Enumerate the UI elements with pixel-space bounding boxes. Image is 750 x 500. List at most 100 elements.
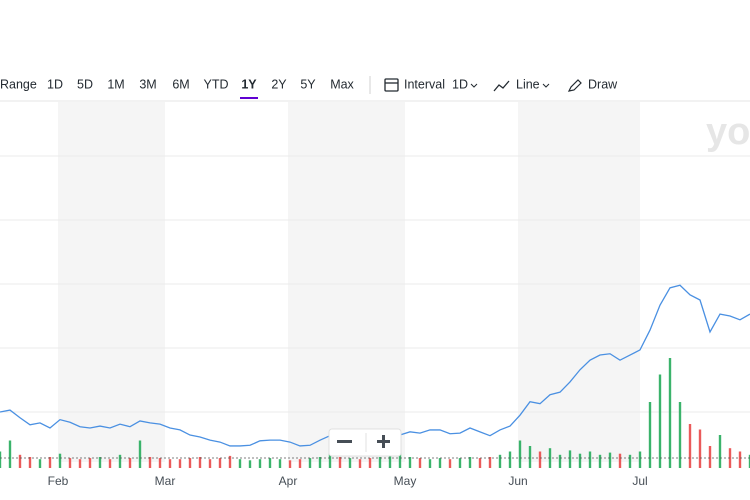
volume-bar (158, 458, 162, 468)
volume-bar (568, 450, 572, 468)
volume-bar (308, 458, 312, 468)
zoom-in[interactable] (377, 435, 390, 448)
volume-bar (388, 454, 392, 468)
volume-bar (668, 358, 672, 468)
month-band (288, 102, 405, 462)
x-tick-label: May (394, 474, 417, 488)
volume-bar (608, 452, 612, 468)
volume-bar (638, 451, 642, 468)
volume-bar (698, 429, 702, 468)
volume-bar (48, 457, 52, 468)
volume-bar (8, 440, 12, 468)
volume-bar (248, 460, 252, 468)
volume-bar (618, 453, 622, 468)
range-button[interactable]: 3M (139, 77, 156, 91)
volume-bar (688, 424, 692, 468)
volume-bar (438, 458, 442, 468)
range-button-selected[interactable]: 1Y (241, 77, 257, 91)
range-button[interactable]: 5Y (300, 77, 316, 91)
volume-bar (178, 459, 182, 468)
volume-bar (358, 459, 362, 468)
interval-button[interactable]: Interval (404, 77, 445, 91)
range-button[interactable]: 1M (107, 77, 124, 91)
volume-bar (708, 446, 712, 468)
volume-bar (38, 459, 42, 468)
volume-bar (368, 458, 372, 468)
volume-bar (198, 457, 202, 468)
selected-underline (240, 97, 258, 99)
volume-bar (378, 457, 382, 468)
zoom-out[interactable] (337, 440, 352, 443)
volume-bar (68, 458, 72, 468)
volume-bar (238, 459, 242, 468)
volume-bar (318, 457, 322, 468)
volume-bar (28, 457, 32, 468)
volume-bar (418, 458, 422, 468)
volume-bar (338, 457, 342, 468)
x-tick-label: Jul (632, 474, 647, 488)
range-button[interactable]: 5D (77, 77, 93, 91)
volume-bar (628, 454, 632, 468)
volume-bar (0, 451, 2, 468)
volume-bar (508, 451, 512, 468)
volume-bar (588, 451, 592, 468)
range-button[interactable]: Range (0, 77, 37, 91)
volume-bar (58, 453, 62, 468)
volume-bar (738, 451, 742, 468)
chevron (542, 83, 550, 88)
volume-bar (258, 459, 262, 468)
volume-bar (468, 457, 472, 468)
line-icon (493, 80, 510, 92)
volume-bar (298, 459, 302, 468)
volume-bar (518, 440, 522, 468)
volume-bar (328, 451, 332, 468)
volume-bar (278, 459, 282, 468)
volume-bar (648, 402, 652, 468)
volume-bar (528, 446, 532, 468)
volume-bar (148, 457, 152, 468)
volume-bar (448, 459, 452, 468)
volume-bar (88, 458, 92, 468)
volume-bar (118, 454, 122, 468)
range-button[interactable]: Max (330, 77, 354, 91)
volume-bar (168, 459, 172, 468)
chart-style-button[interactable]: Line (516, 77, 540, 91)
x-tick-label: Mar (155, 474, 176, 488)
volume-bar (128, 458, 132, 468)
volume-bar (458, 458, 462, 468)
x-tick-label: Jun (508, 474, 527, 488)
draw-button[interactable]: Draw (588, 77, 618, 91)
volume-bar (218, 458, 222, 468)
range-button[interactable]: 1D (47, 77, 63, 91)
range-button[interactable]: YTD (204, 77, 229, 91)
volume-bar (718, 435, 722, 468)
volume-bar (658, 374, 662, 468)
range-button[interactable]: 6M (172, 77, 189, 91)
interval-value[interactable]: 1D (452, 77, 468, 91)
volume-bar (488, 457, 492, 468)
volume-bar (478, 458, 482, 468)
volume-bar (538, 451, 542, 468)
volume-bar (78, 459, 82, 468)
month-band (58, 102, 165, 462)
volume-bar (228, 455, 232, 468)
volume-bar (108, 459, 112, 468)
month-band (518, 102, 640, 462)
volume-bar (268, 458, 272, 468)
volume-bar (748, 454, 750, 468)
x-tick-label: Apr (279, 474, 298, 488)
volume-bar (558, 454, 562, 468)
watermark: yo (706, 111, 750, 153)
range-button[interactable]: 2Y (271, 77, 287, 91)
volume-bar (348, 458, 352, 468)
volume-bar (288, 460, 292, 468)
volume-bar (408, 457, 412, 468)
volume-bar (578, 453, 582, 468)
volume-bar (208, 459, 212, 468)
chevron (470, 83, 478, 88)
volume-bar (98, 457, 102, 468)
volume-bar (18, 454, 22, 468)
volume-bar (598, 454, 602, 468)
volume-bar (498, 454, 502, 468)
